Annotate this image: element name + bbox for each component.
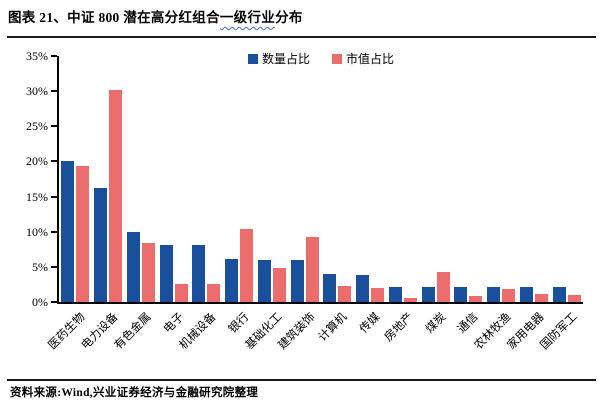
bar xyxy=(323,273,337,302)
y-axis-label: 0% xyxy=(32,295,48,309)
bar-groups xyxy=(59,56,583,302)
bar xyxy=(126,231,140,302)
bar xyxy=(94,188,108,302)
bar-group xyxy=(92,56,125,302)
bar-group xyxy=(157,56,190,302)
bar-group xyxy=(485,56,518,302)
y-axis-tick xyxy=(51,125,57,128)
bar-group xyxy=(419,56,452,302)
bar xyxy=(356,274,370,302)
bar-group xyxy=(256,56,289,302)
bar xyxy=(371,287,385,302)
bar xyxy=(240,228,254,302)
y-axis-tick xyxy=(51,301,57,303)
bar-group xyxy=(223,56,256,302)
bar xyxy=(421,287,435,302)
bar xyxy=(109,89,123,302)
chart-legend: 数量占比 市值占比 xyxy=(59,50,583,67)
legend-swatch-icon xyxy=(332,53,342,64)
bar-group xyxy=(321,56,354,302)
title-divider-line xyxy=(7,36,596,38)
bar xyxy=(225,259,239,302)
bar xyxy=(76,166,90,302)
legend-item: 市值占比 xyxy=(332,50,394,67)
y-axis-label: 25% xyxy=(26,119,48,134)
y-axis-label: 30% xyxy=(26,84,48,99)
y-axis-tick xyxy=(51,90,57,93)
legend-item: 数量占比 xyxy=(247,50,310,67)
bar xyxy=(257,259,271,302)
y-axis-label: 5% xyxy=(32,259,48,274)
bar-group xyxy=(354,56,387,302)
y-axis-label: 20% xyxy=(26,154,48,169)
bar xyxy=(519,287,533,302)
bar xyxy=(388,287,402,302)
bar xyxy=(487,287,501,302)
bar-group xyxy=(288,56,321,302)
bar xyxy=(272,268,286,302)
y-axis-label: 35% xyxy=(26,49,48,63)
bar xyxy=(305,237,319,302)
bar-group xyxy=(452,56,485,302)
bar xyxy=(454,287,468,302)
bar-group xyxy=(59,56,92,302)
bar xyxy=(534,293,548,302)
legend-swatch-icon xyxy=(247,53,258,64)
y-axis-label: 15% xyxy=(26,189,48,204)
bar xyxy=(552,287,566,302)
y-axis-tick xyxy=(51,265,57,268)
data-source-note: 资料来源:Wind,兴业证券经济与金融研究院整理 xyxy=(10,387,259,399)
bar xyxy=(61,161,75,302)
bar xyxy=(338,285,352,302)
bar-group xyxy=(518,56,551,302)
chart-title: 图表 21、中证 800 潜在高分红组合一级行业分布 xyxy=(8,6,303,26)
chart-title-wavy-underline: 一级行业 xyxy=(219,10,276,25)
bar-chart: 数量占比 市值占比 35% 30% 25% 20% 15% 10% 5% 0% 医药生物 电力设备… xyxy=(0,44,604,374)
footer-divider-line xyxy=(7,379,596,381)
bar xyxy=(502,288,516,302)
bar xyxy=(436,272,450,302)
bar xyxy=(207,283,221,302)
bar xyxy=(192,245,206,302)
y-axis-tick xyxy=(51,160,57,163)
bar-group xyxy=(387,56,420,302)
legend-label: 数量占比 xyxy=(261,52,310,66)
bar xyxy=(159,245,173,302)
bar-group xyxy=(125,56,158,302)
chart-title-post: 分布 xyxy=(275,10,303,25)
bar xyxy=(469,296,483,302)
y-axis-tick xyxy=(51,195,57,198)
bar-group xyxy=(190,56,223,302)
x-axis-label: 国防军工 xyxy=(538,311,580,353)
bar xyxy=(290,259,304,302)
plot-area xyxy=(57,56,583,304)
bar-group xyxy=(550,56,583,302)
y-axis-tick xyxy=(51,55,57,57)
bar xyxy=(141,242,155,302)
bar xyxy=(567,294,581,302)
legend-label: 市值占比 xyxy=(346,52,395,66)
y-axis-tick xyxy=(51,230,57,233)
bar xyxy=(174,284,188,302)
chart-title-pre: 图表 21、中证 800 潜在高分红组合 xyxy=(8,10,220,25)
y-axis-label: 10% xyxy=(26,224,48,239)
bar xyxy=(403,297,417,302)
